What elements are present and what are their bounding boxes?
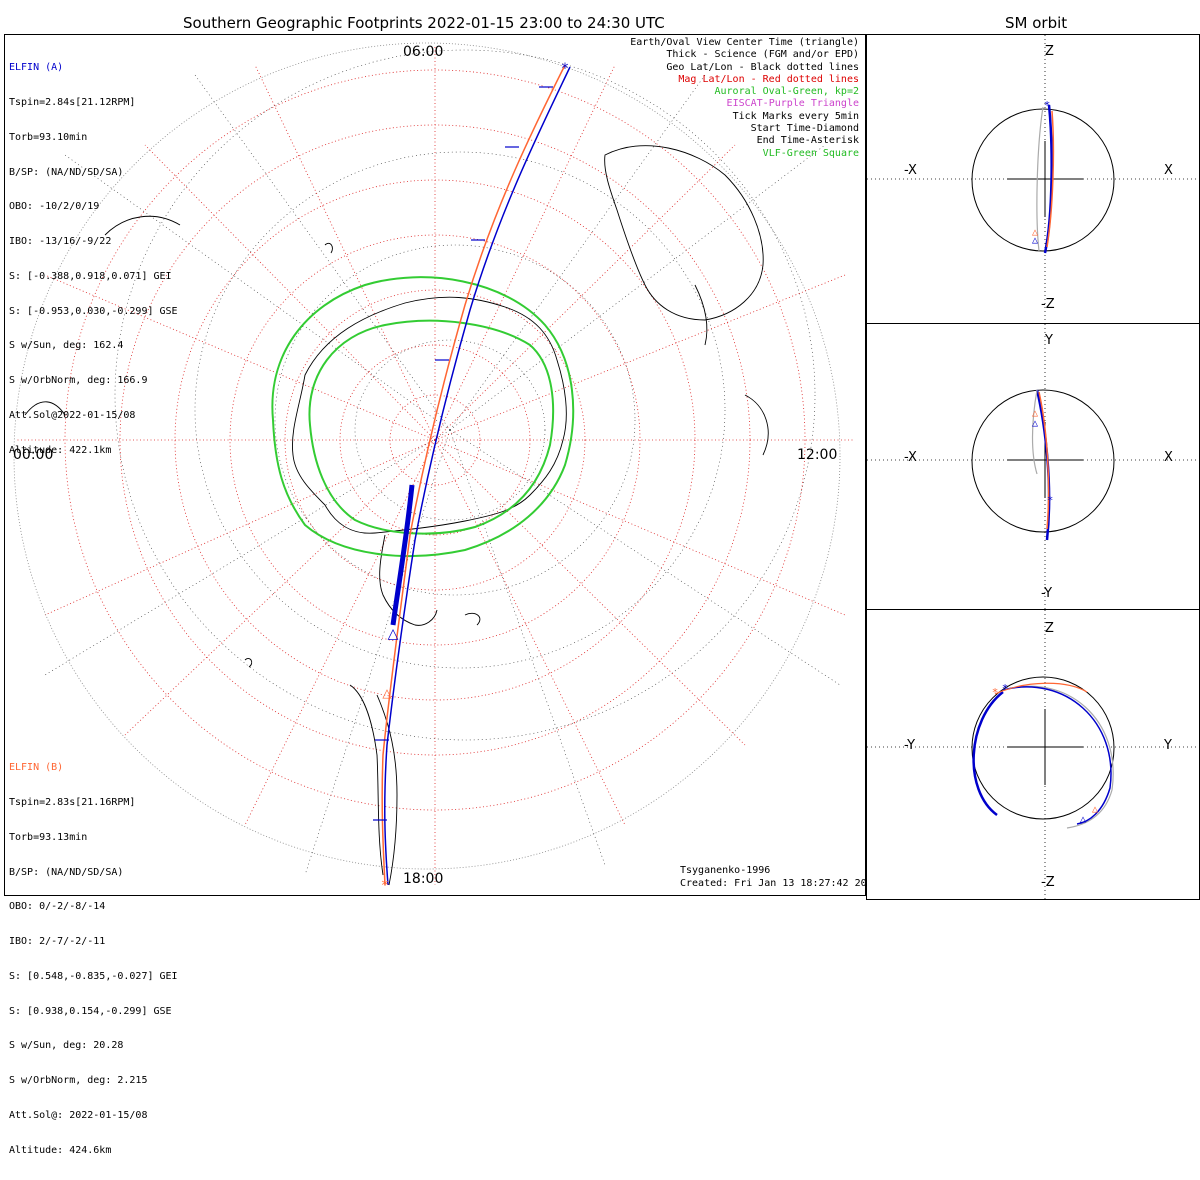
elfin-a-line: S: [-0.388,0.918,0.071] GEI (9, 270, 172, 282)
elfin-b-track (381, 64, 566, 886)
legend-item: VLF-Green Square (762, 147, 859, 159)
mlt-label-left: 00:00 (13, 447, 54, 463)
svg-text:△: △ (1032, 235, 1038, 246)
sm-panel-xy: * △ △ Y -Y -X X (866, 323, 1200, 611)
axis-label-left: -X (904, 450, 917, 465)
mlt-label-bottom: 18:00 (403, 871, 444, 887)
sm-panel-yz: * * △ △ Z -Z -Y Y (866, 609, 1200, 901)
elfin-b-info: ELFIN (B) Tspin=2.83s[21.16RPM] Torb=93.… (9, 739, 178, 1180)
axis-label-left: -Y (904, 738, 916, 753)
elfin-b-line: S w/OrbNorm, deg: 2.215 (9, 1075, 148, 1087)
axis-label-bottom: -Z (1041, 297, 1055, 312)
legend-item: Mag Lat/Lon - Red dotted lines (678, 73, 859, 85)
elfin-a-line: S: [-0.953,0.030,-0.299] GSE (9, 305, 178, 317)
end-asterisk-a: * (562, 61, 569, 77)
axis-label-top: Z (1045, 621, 1054, 636)
footprint-map: △ △ * * (13, 42, 855, 894)
elfin-b-line: S: [0.548,-0.835,-0.027] GEI (9, 970, 178, 982)
elfin-b-line: Tspin=2.83s[21.16RPM] (9, 796, 136, 808)
elfin-b-line: S: [0.938,0.154,-0.299] GSE (9, 1005, 172, 1017)
legend-item: Earth/Oval View Center Time (triangle) (630, 37, 859, 48)
svg-text:*: * (1002, 682, 1009, 695)
legend: Earth/Oval View Center Time (triangle) T… (630, 37, 859, 160)
mag-grid (15, 45, 855, 885)
elfin-a-name: ELFIN (A) (9, 62, 64, 74)
earth-circle (971, 108, 1115, 252)
svg-text:△: △ (1092, 804, 1098, 815)
end-asterisk-b: * (382, 878, 389, 894)
legend-item: Auroral Oval-Green, kp=2 (714, 86, 860, 98)
elfin-a-line: Tspin=2.84s[21.12RPM] (9, 96, 136, 108)
elfin-b-line: Altitude: 424.6km (9, 1144, 112, 1156)
legend-item: Geo Lat/Lon - Black dotted lines (666, 61, 859, 73)
science-segment (390, 484, 415, 626)
view-center-triangle-b: △ (382, 686, 392, 700)
mlt-label-right: 12:00 (797, 447, 838, 463)
elfin-a-line: IBO: -13/16/-9/22 (9, 236, 112, 248)
earth-limb (13, 42, 841, 870)
elfin-a-track (384, 66, 571, 886)
elfin-b-line: B/SP: (NA/ND/SD/SA) (9, 866, 124, 878)
elfin-a-line: S w/Sun, deg: 162.4 (9, 340, 124, 352)
sm-panel-xz: * △ △ Z -Z -X X (866, 34, 1200, 325)
axis-label-bottom: -Y (1041, 586, 1053, 601)
legend-item: Start Time-Diamond (750, 123, 859, 135)
elfin-a-info: ELFIN (A) Tspin=2.84s[21.12RPM] Torb=93.… (9, 39, 178, 480)
elfin-b-line: Att.Sol@: 2022-01-15/08 (9, 1110, 148, 1121)
created-label: Created: Fri Jan 13 18:27:42 2023 (680, 878, 879, 889)
axis-label-right: Y (1164, 738, 1172, 753)
track-ticks (373, 86, 553, 821)
svg-text:*: * (992, 686, 999, 699)
auroral-oval (271, 276, 575, 557)
legend-item: End Time-Asterisk (756, 135, 859, 147)
elfin-a-line: Altitude: 422.1km (9, 444, 112, 456)
svg-text:△: △ (1032, 227, 1038, 238)
elfin-b-line: Torb=93.13min (9, 831, 88, 843)
geo-grid (44, 49, 841, 876)
axis-label-left: -X (904, 163, 917, 178)
svg-text:△: △ (1080, 814, 1086, 825)
axis-label-right: X (1164, 163, 1173, 178)
axis-label-right: X (1164, 450, 1173, 465)
sm-orbit-title: SM orbit (1005, 14, 1068, 32)
footprint-map-panel: △ △ * * 06:00 00:00 12:00 18:00 ELFIN (A… (4, 34, 879, 1156)
elfin-b-line: S w/Sun, deg: 20.28 (9, 1040, 124, 1052)
svg-text:*: * (1047, 494, 1054, 507)
elfin-b-line: OBO: 0/-2/-8/-14 (9, 901, 106, 913)
legend-item: EISCAT-Purple Triangle (726, 98, 859, 110)
elfin-a-line: Att.Sol@2022-01-15/08 (9, 410, 136, 421)
main-title: Southern Geographic Footprints 2022-01-1… (183, 14, 665, 32)
elfin-b-line: IBO: 2/-7/-2/-11 (9, 936, 106, 948)
elfin-a-line: Torb=93.10min (9, 131, 88, 143)
elfin-b-name: ELFIN (B) (9, 762, 64, 774)
elfin-a-line: S w/OrbNorm, deg: 166.9 (9, 375, 148, 387)
legend-item: Thick - Science (FGM and/or EPD) (666, 49, 859, 61)
elfin-a-line: OBO: -10/2/0/19 (9, 201, 100, 213)
legend-item: Tick Marks every 5min (732, 110, 859, 122)
elfin-a-line: B/SP: (NA/ND/SD/SA) (9, 166, 124, 178)
axis-label-bottom: -Z (1041, 875, 1055, 890)
svg-text:△: △ (1032, 418, 1038, 429)
svg-text:*: * (1044, 99, 1051, 112)
mlt-label-top: 06:00 (403, 44, 444, 60)
axis-label-top: Y (1045, 333, 1053, 348)
view-center-triangle-a: △ (388, 626, 399, 642)
model-label: Tsyganenko-1996 (680, 865, 771, 876)
svg-text:△: △ (1032, 408, 1038, 419)
axis-label-top: Z (1045, 44, 1054, 59)
